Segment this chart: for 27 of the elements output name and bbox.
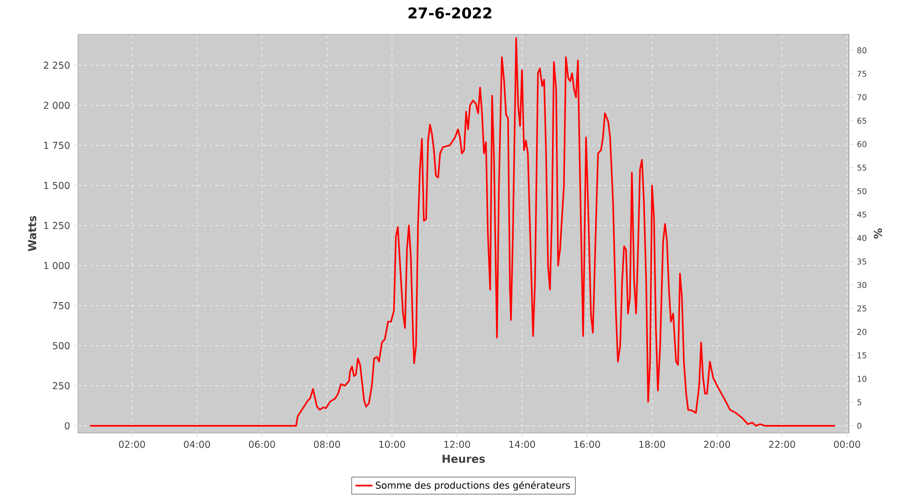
y-tick-label: 1 250 bbox=[44, 222, 70, 230]
y-tick-label: 2 000 bbox=[44, 102, 70, 109]
x-tick-label: 00:00 bbox=[834, 440, 860, 448]
y-tick-label: 1 750 bbox=[44, 142, 70, 149]
x-tick-label: 14:00 bbox=[509, 440, 536, 448]
x-tick-label: 22:00 bbox=[769, 440, 796, 448]
y-tick-label: 1 500 bbox=[44, 182, 70, 190]
x-tick-label: 18:00 bbox=[639, 440, 666, 448]
y-tick-label: 250 bbox=[52, 382, 70, 390]
y-tick-label: 2 250 bbox=[44, 62, 70, 69]
x-tick-label: 02:00 bbox=[118, 440, 145, 448]
y-tick-label: 750 bbox=[52, 302, 70, 310]
x-tick-label: 04:00 bbox=[184, 440, 210, 448]
x-axis-title: Heures bbox=[442, 454, 485, 463]
x-tick-label: 06:00 bbox=[248, 440, 275, 448]
x-tick-label: 16:00 bbox=[574, 440, 600, 448]
x-tick-label: 10:00 bbox=[379, 440, 405, 448]
legend-label: Somme des productions des générateurs bbox=[376, 481, 570, 491]
y-tick-label: 1 000 bbox=[44, 262, 70, 270]
y-tick-label: 500 bbox=[52, 342, 70, 350]
x-tick-label: 12:00 bbox=[444, 440, 470, 448]
x-tick-label: 20:00 bbox=[704, 440, 730, 448]
y-axis-title: Watts bbox=[28, 216, 36, 252]
x-tick-label: 08:00 bbox=[314, 440, 340, 448]
y-tick-label: 0 bbox=[64, 422, 70, 430]
y2-axis-title: % bbox=[874, 228, 882, 239]
chart-title: 27-6-2022 bbox=[408, 7, 492, 19]
